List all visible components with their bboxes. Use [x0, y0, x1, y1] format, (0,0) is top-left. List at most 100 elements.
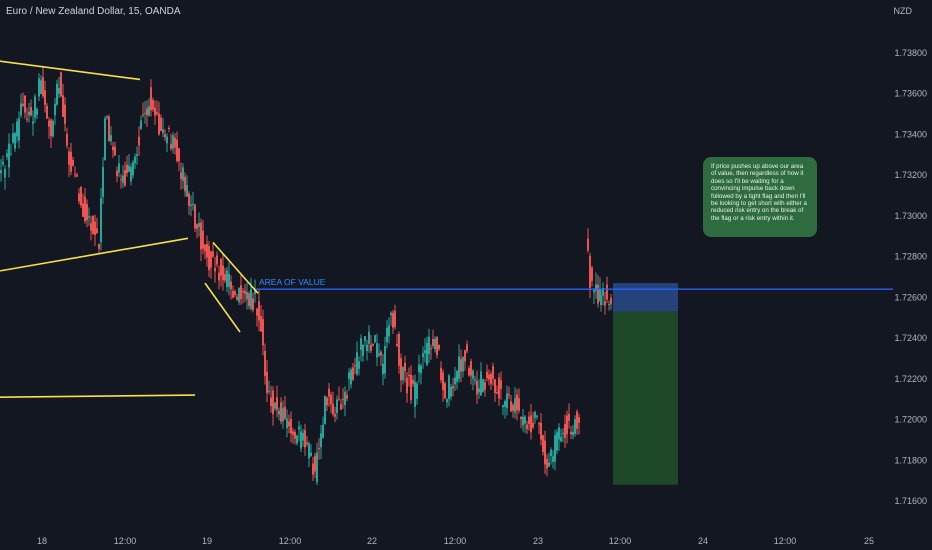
- candle-body: [98, 243, 100, 249]
- price-axis: 1.73800 1.73600 1.73400 1.73200 1.73000 1.728…: [894, 48, 927, 506]
- candle-body: [202, 230, 204, 249]
- y-tick-label: 1.71800: [894, 455, 927, 465]
- candle-body: [218, 272, 220, 281]
- candle-body: [392, 312, 394, 328]
- candle-body: [100, 198, 102, 243]
- candle-body: [306, 442, 308, 445]
- candle-body: [66, 133, 68, 146]
- candle-body: [556, 432, 558, 451]
- candle-body: [26, 119, 28, 121]
- trendline: [0, 60, 141, 81]
- candle-body: [130, 167, 132, 182]
- candle-body: [138, 136, 140, 146]
- position-zones: [613, 283, 678, 485]
- candle-body: [314, 455, 316, 472]
- candle-body: [62, 95, 64, 117]
- candle-body: [302, 432, 304, 441]
- candle-body: [528, 416, 530, 424]
- x-tick-label: 12:00: [774, 536, 797, 546]
- candle-body: [254, 288, 256, 294]
- candle-body: [370, 344, 372, 351]
- candle-body: [6, 153, 8, 157]
- candle-body: [162, 129, 164, 134]
- candle-body: [326, 397, 328, 406]
- x-tick-label: 22: [367, 536, 377, 546]
- candle-body: [336, 399, 338, 413]
- candle-body: [232, 290, 234, 298]
- candle-body: [208, 245, 210, 271]
- candle-body: [554, 435, 556, 462]
- y-tick-label: 1.73800: [894, 48, 927, 58]
- candle-body: [236, 296, 238, 300]
- candle-body: [28, 111, 30, 116]
- candle-body: [380, 351, 382, 356]
- candle-body: [576, 411, 578, 429]
- candle-recent-body: [600, 295, 602, 306]
- candle-recent-body: [589, 255, 591, 289]
- x-tick-label: 19: [202, 536, 212, 546]
- trade-plan-callout[interactable]: If price pushes up above our area of val…: [703, 157, 817, 237]
- candle-body: [414, 381, 416, 407]
- candle-body: [212, 251, 214, 257]
- candle-body: [418, 364, 420, 373]
- candle-body: [526, 424, 528, 430]
- candle-body: [252, 298, 254, 311]
- candle-body: [144, 112, 146, 114]
- candle-body: [206, 243, 208, 258]
- candle-body: [78, 193, 80, 202]
- trendline: [0, 394, 196, 398]
- candle-body: [2, 161, 4, 165]
- candle-body: [190, 204, 192, 206]
- trendline: [0, 237, 189, 272]
- candle-body: [544, 440, 546, 465]
- candle-body: [278, 410, 280, 415]
- trendline: [204, 282, 241, 333]
- candle-body: [170, 143, 172, 149]
- candle-body: [472, 370, 474, 379]
- candle-body: [464, 350, 466, 362]
- candle-body: [566, 415, 568, 435]
- candle-body: [364, 336, 366, 342]
- candle-body: [462, 357, 464, 372]
- candle-body: [224, 274, 226, 281]
- candle-body: [124, 169, 126, 186]
- candle-body: [404, 362, 406, 372]
- y-tick-label: 1.73200: [894, 170, 927, 180]
- candle-body: [242, 291, 244, 293]
- candle-body: [114, 146, 116, 156]
- candle-body: [420, 365, 422, 374]
- x-tick-label: 12:00: [114, 536, 137, 546]
- candle-recent-body: [593, 290, 595, 293]
- candle-body: [288, 421, 290, 427]
- candle-body: [30, 107, 32, 116]
- time-axis: 18 12:00 19 12:00 22 12:00 23 12:00 24 12:00 25: [37, 536, 874, 546]
- candle-body: [154, 107, 156, 116]
- y-tick-label: 1.72400: [894, 333, 927, 343]
- candle-body: [4, 168, 6, 178]
- candle-body: [532, 422, 534, 428]
- candle-body: [516, 394, 518, 411]
- candle-body: [70, 151, 72, 172]
- candle-body: [422, 353, 424, 358]
- candle-body: [538, 423, 540, 425]
- candle-body: [270, 397, 272, 407]
- candle-body: [226, 270, 228, 287]
- candle-body: [108, 116, 110, 142]
- candle-body: [274, 402, 276, 409]
- candle-body: [400, 358, 402, 381]
- candle-body: [110, 135, 112, 142]
- candle-body: [134, 156, 136, 164]
- candle-body: [534, 412, 536, 418]
- candle-body: [474, 379, 476, 381]
- candle-body: [514, 398, 516, 413]
- candle-body: [282, 408, 284, 422]
- candle-body: [300, 431, 302, 449]
- candle-body: [572, 431, 574, 436]
- candle-body: [334, 414, 336, 417]
- y-tick-label: 1.72200: [894, 374, 927, 384]
- candle-body: [480, 371, 482, 396]
- candle-body: [292, 431, 294, 435]
- x-tick-label: 18: [37, 536, 47, 546]
- candle-body: [530, 415, 532, 433]
